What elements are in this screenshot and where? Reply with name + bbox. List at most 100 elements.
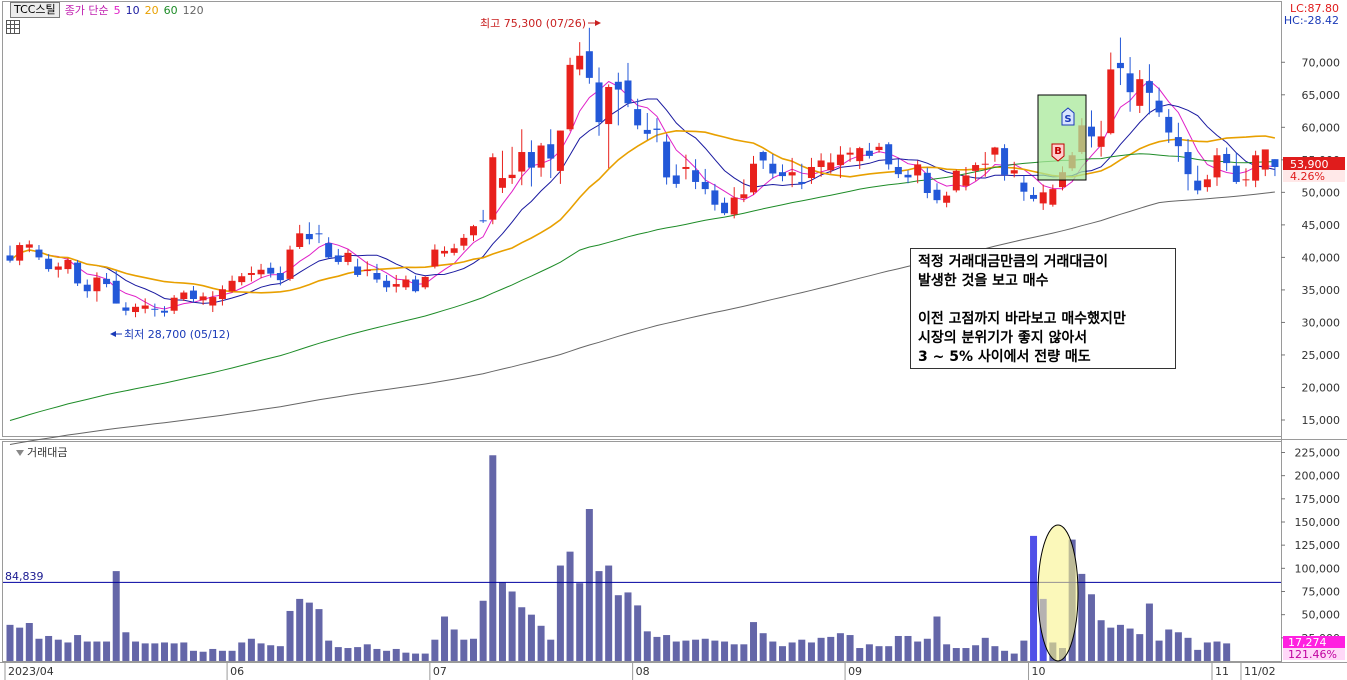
volume-bar [1107,627,1115,661]
volume-bar [383,650,391,661]
volume-bar [856,648,864,661]
candle-body [16,245,24,261]
price-tick-label: 60,000 [1302,121,1341,134]
volume-bar [769,641,777,661]
volume-bar [614,595,622,661]
volume-bar [1126,628,1134,661]
note-line: 시장의 분위기가 좋지 않아서 [918,330,1088,346]
candle-body [489,157,497,220]
volume-bar [170,643,178,661]
x-axis: 2023/04 06 07 08 09 10 11 11/02 [4,662,1276,680]
candle-body [1145,81,1153,93]
volume-bar [817,637,825,661]
volume-bar [537,625,545,661]
candle-body [595,82,603,123]
candle-body [392,284,400,287]
volume-bar [276,646,284,661]
volume-bar [798,639,806,661]
candle-body [209,297,217,306]
candle-body [1184,152,1192,175]
volume-bar [527,614,535,661]
volume-bar [469,638,477,661]
stock-name-tag[interactable]: TCC스틸 [10,2,60,18]
candle-body [441,250,449,254]
price-tick-label: 70,000 [1302,56,1341,69]
price-tick-label: 65,000 [1302,89,1341,102]
volume-bar [257,643,265,661]
ma120-line [9,191,1275,445]
candle-body [692,170,700,182]
candle-body [1242,179,1250,181]
candle-body [566,64,574,130]
volume-bar [894,635,902,661]
volume-bar [1078,573,1086,661]
volume-bar [778,646,786,661]
volume-bar [682,640,690,661]
candle-body [25,244,33,248]
candle-body [1232,165,1240,182]
volume-bar [846,635,854,661]
price-tick-label: 25,000 [1302,349,1341,362]
sell-marker: S [1061,107,1075,126]
candle-body [1049,189,1057,205]
volume-bar [962,648,970,661]
candle-body [711,190,719,205]
candle-body [286,249,294,279]
chart-legend: TCC스틸 종가 단순 5 10 20 60 120 [10,2,209,18]
volume-bar [730,644,738,661]
candle-body [991,147,999,155]
candle-body [305,233,313,240]
volume-bar [247,638,255,661]
volume-tick-label: 150,000 [1295,516,1341,529]
volume-bar [1116,624,1124,661]
volume-bar [460,639,468,661]
svg-text:S: S [1064,114,1071,125]
volume-bar [1001,650,1009,661]
candle-body [585,51,593,78]
candle-body [93,277,101,292]
candle-body [431,249,439,267]
candle-body [1203,179,1211,188]
volume-tick-label: 225,000 [1295,446,1341,459]
price-axis: 15,000 20,000 25,000 30,000 35,000 40,000 45,0… [1281,56,1340,427]
candle-body [663,141,671,178]
candle-body [412,279,420,292]
candle-body [402,279,410,288]
candle-body [836,154,844,166]
candle-body [527,152,535,168]
ma-label: 종가 단순 [64,4,109,17]
lc-value: LC:87.80 [1289,2,1339,15]
volume-bar [624,592,632,661]
candle-body [257,269,265,275]
grid-icon[interactable] [6,20,20,34]
volume-bar [325,640,333,661]
volume-bar [1194,649,1202,661]
candle-body [479,220,487,222]
candle-body [1039,192,1047,204]
x-tick-label: 11/02 [1244,665,1276,678]
candle-body [1165,116,1173,133]
candle-body [614,81,622,90]
note-line: 적정 거래대금만큼의 거래대금이 [918,254,1109,270]
candle-body [1116,62,1124,69]
candle-body [943,195,951,203]
candle-body [103,278,111,285]
candle-body [354,266,362,275]
volume-bar [643,631,651,661]
volume-bar [479,600,487,661]
candle-body [218,289,226,300]
price-tick-label: 40,000 [1302,251,1341,264]
candle-body [914,164,922,176]
candle-body [383,280,391,288]
candle-body [267,267,275,274]
candle-body [469,226,477,236]
volume-bar [875,646,883,661]
volume-bar [83,641,91,661]
volume-bar [498,582,506,661]
volume-bar [1087,594,1095,661]
candle-body [1261,149,1269,170]
candle-body [1020,182,1028,192]
volume-bar [354,647,362,661]
candle-body [170,297,178,311]
